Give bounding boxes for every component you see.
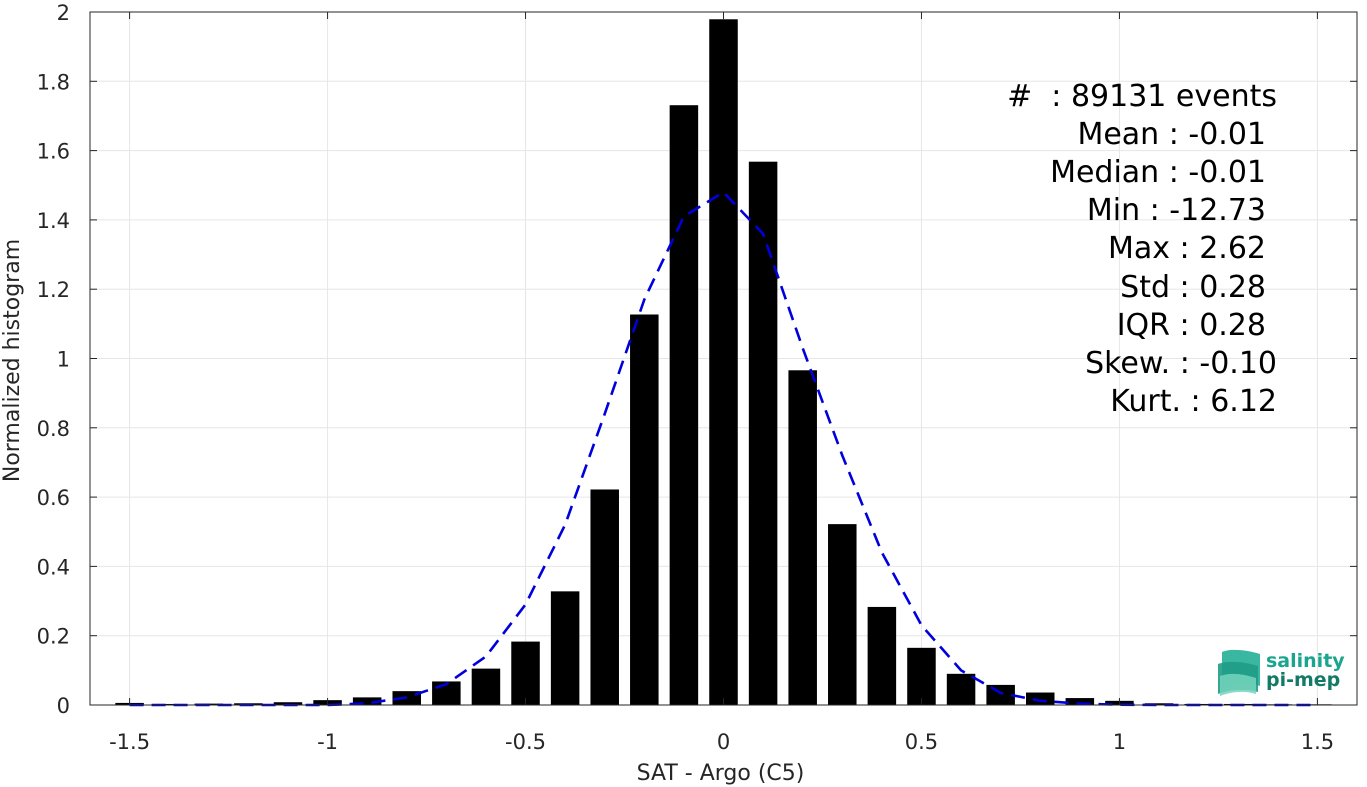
- y-axis-title: Normalized histogram: [0, 239, 25, 482]
- logo-line-1: salinity: [1266, 650, 1345, 672]
- histogram-bar: [1144, 703, 1174, 705]
- y-tick-label: 0.8: [37, 417, 70, 441]
- x-tick-label: -1.5: [109, 730, 150, 754]
- histogram-bar: [154, 703, 184, 705]
- statistics-annotation: # : 89131 events Mean : -0.01 Median : -…: [1007, 79, 1277, 419]
- histogram-bar: [669, 105, 699, 705]
- histogram-bars: [115, 19, 1332, 706]
- histogram-bar: [748, 161, 778, 706]
- y-tick-label: 0.2: [37, 625, 70, 649]
- logo-line-2: pi-mep: [1266, 669, 1340, 691]
- stat-max: Max : 2.62: [1108, 231, 1266, 266]
- x-tick-label: 1: [1113, 730, 1126, 754]
- histogram-bar: [1025, 692, 1055, 705]
- histogram-bar: [907, 647, 936, 705]
- histogram-bar: [511, 641, 540, 705]
- x-tick-label: -0.5: [505, 730, 546, 754]
- stat-events: # : 89131 events: [1007, 79, 1277, 114]
- stat-skew: Skew. : -0.10: [1085, 346, 1277, 381]
- stat-median: Median : -0.01: [1050, 155, 1266, 190]
- histogram-bar: [828, 524, 857, 705]
- x-axis-title: SAT - Argo (C5): [637, 761, 805, 786]
- y-tick-label: 1.2: [37, 278, 70, 302]
- histogram-bar: [590, 489, 619, 705]
- histogram-bar: [471, 668, 501, 705]
- y-tick-label: 0.4: [37, 555, 70, 579]
- y-tick-label: 0.6: [37, 486, 70, 510]
- salinity-pi-mep-logo: salinity pi-mep: [1218, 649, 1345, 696]
- y-tick-label: 0: [57, 694, 70, 718]
- histogram-bar: [550, 591, 580, 705]
- stat-kurt: Kurt. : 6.12: [1110, 384, 1277, 419]
- x-tick-labels: -1.5 -1 -0.5 0 0.5 1 1.5: [109, 730, 1334, 754]
- histogram-bar: [1065, 698, 1095, 705]
- x-tick-label: 1.5: [1301, 730, 1334, 754]
- histogram-bar: [273, 702, 303, 705]
- histogram-bar: [867, 606, 897, 705]
- x-tick-label: 0: [717, 730, 730, 754]
- y-tick-label: 1.6: [37, 140, 70, 164]
- histogram-bar: [709, 19, 738, 706]
- y-tick-labels: 0 0.2 0.4 0.6 0.8 1 1.2 1.4 1.6 1.8 2: [37, 1, 70, 718]
- stat-mean: Mean : -0.01: [1077, 117, 1266, 152]
- y-tick-label: 1.4: [37, 209, 70, 233]
- y-tick-label: 2: [57, 1, 70, 25]
- stat-min: Min : -12.73: [1087, 193, 1266, 228]
- stat-std: Std : 0.28: [1120, 270, 1266, 305]
- axis-ticks: [90, 11, 1357, 706]
- y-tick-label: 1.8: [37, 70, 70, 94]
- histogram-bar: [352, 697, 382, 705]
- stat-iqr: IQR : 0.28: [1117, 308, 1266, 343]
- histogram-bar: [788, 370, 817, 705]
- x-tick-label: 0.5: [905, 730, 938, 754]
- logo-wave-icon: [1218, 649, 1260, 696]
- histogram-bar: [630, 314, 659, 705]
- histogram-bar: [946, 673, 976, 705]
- x-tick-label: -1: [317, 730, 338, 754]
- y-tick-label: 1: [57, 348, 70, 372]
